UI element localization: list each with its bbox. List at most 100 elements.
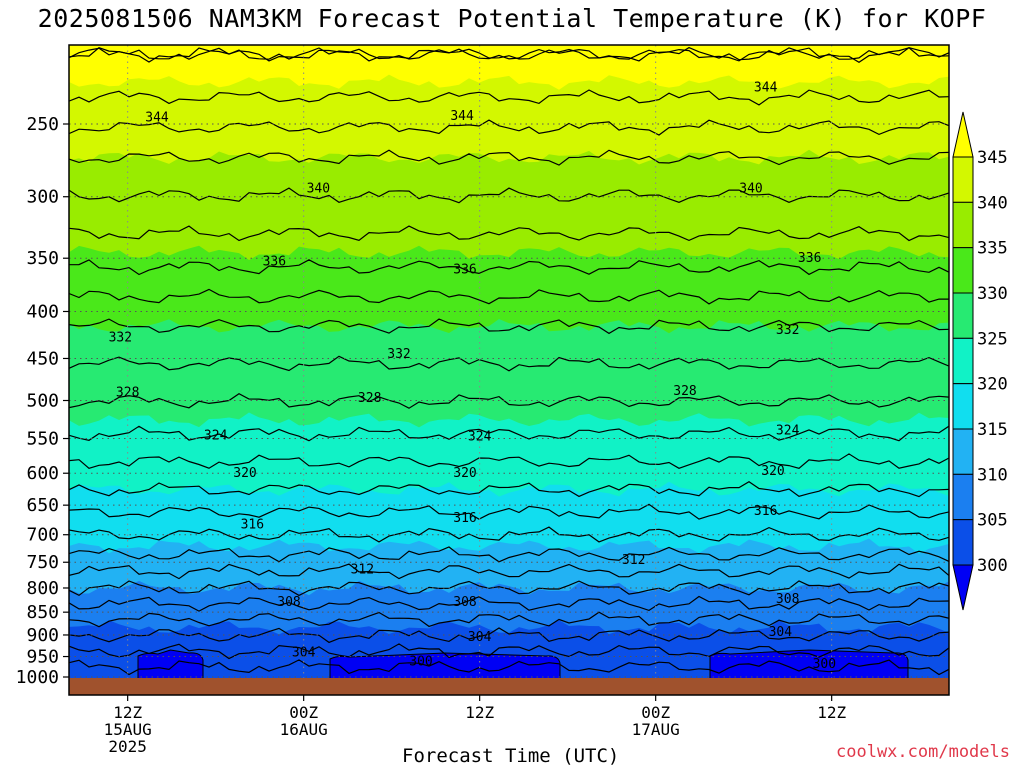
contour-328 (69, 355, 949, 372)
colorbar-box (952, 383, 974, 430)
y-tick-label: 750 (26, 552, 59, 573)
contour-label: 344 (145, 111, 169, 126)
chart-title: 2025081506 NAM3KM Forecast Potential Tem… (37, 4, 987, 33)
contour-312 (69, 563, 949, 580)
y-tick-label: 800 (26, 578, 59, 599)
theta-contour-lines (69, 46, 949, 676)
contour-308 (69, 595, 949, 612)
colorbar-label: 340 (977, 193, 1008, 213)
contour-344 (69, 89, 949, 106)
colorbar-label: 305 (977, 511, 1008, 531)
colorbar-top-arrow (952, 111, 974, 158)
contour-302 (69, 643, 949, 660)
contour-336 (69, 225, 949, 242)
contour-label: 344 (450, 109, 474, 124)
colorbar-label: 325 (977, 329, 1008, 349)
contour-label: 308 (453, 595, 476, 610)
contour-330 (69, 318, 949, 335)
contour-334 (69, 259, 949, 276)
contour-label: 308 (776, 592, 799, 607)
colorbar-bottom-arrow (952, 564, 974, 611)
contour-326 (69, 393, 949, 409)
contour-324 (69, 425, 949, 442)
contour-320 (69, 480, 949, 498)
contour-label: 308 (277, 595, 300, 610)
x-tick-label: 2025 (108, 737, 147, 756)
x-tick-label: 00Z (641, 703, 670, 722)
contour-label: 320 (761, 464, 784, 479)
contour-label: 324 (204, 429, 228, 444)
y-tick-label: 550 (26, 429, 59, 450)
y-tick-label: 700 (26, 525, 59, 546)
contour-340 (69, 149, 949, 166)
contour-label: 316 (453, 511, 476, 526)
y-tick-label: 850 (26, 602, 59, 623)
contour-labels: 344 344 344 340 340 336 336 336 332 332 332 328 328 3… (109, 80, 836, 672)
x-tick-label: 15AUG (104, 720, 152, 739)
plot-frame (68, 44, 950, 696)
contour-label: 328 (116, 385, 139, 400)
colorbar-box (952, 201, 974, 249)
y-tick-label: 300 (26, 187, 59, 208)
x-tick-label: 12Z (465, 703, 494, 722)
colorbar-box (952, 292, 974, 339)
colorbar-label: 345 (977, 148, 1008, 168)
y-tick-label: 900 (26, 625, 59, 646)
contour-318 (69, 503, 949, 520)
site-credit[interactable]: coolwx.com/models (836, 742, 1010, 762)
contour-label: 304 (468, 630, 492, 645)
contour-label: 324 (776, 423, 800, 438)
y-tick-label: 600 (26, 463, 59, 484)
contour-300 (69, 659, 949, 676)
x-tick-label: 12Z (113, 703, 142, 722)
contour-label: 344 (754, 80, 778, 95)
colorbar-label: 300 (977, 556, 1008, 576)
contour-label: 336 (798, 251, 821, 266)
contour-label: 312 (622, 553, 645, 568)
x-tick-label: 17AUG (632, 720, 680, 739)
y-tick-label: 500 (26, 391, 59, 412)
contour-label: 336 (453, 262, 476, 277)
contour-346 (69, 46, 949, 64)
contour-306 (69, 611, 949, 628)
y-tick-label: 250 (26, 114, 59, 135)
y-tick-label: 350 (26, 248, 59, 269)
x-tick-label: 00Z (289, 703, 318, 722)
contour-316 (69, 526, 949, 543)
y-tick-label: 650 (26, 495, 59, 516)
contour-label: 332 (387, 347, 410, 362)
contour-338 (69, 187, 949, 204)
contour-342 (69, 119, 949, 136)
y-tick-label: 450 (26, 348, 59, 369)
theta-fill-bands (69, 45, 949, 695)
contour-label: 336 (263, 255, 286, 270)
contour-label: 328 (673, 384, 696, 399)
contour-label: 316 (241, 517, 264, 532)
contour-322 (69, 453, 949, 469)
colorbar-label: 335 (977, 239, 1008, 259)
y-tick-label: 1000 (16, 667, 59, 688)
surface-ground (69, 678, 949, 695)
contour-label: 332 (776, 323, 799, 338)
contour-label: 340 (307, 182, 330, 197)
colorbar-box (952, 519, 974, 566)
contour-label: 304 (769, 625, 793, 640)
colorbar-box (952, 428, 974, 475)
contour-label: 300 (813, 657, 836, 672)
colorbar: 345 340 335 330 325 320 315 310 305 300 (952, 111, 1008, 611)
colorbar-box (952, 247, 974, 294)
x-axis-label: Forecast Time (UTC) (402, 745, 620, 767)
x-tick-label: 12Z (817, 703, 846, 722)
colorbar-label: 330 (977, 284, 1008, 304)
colorbar-label: 310 (977, 465, 1008, 485)
contour-348 (69, 47, 949, 63)
contour-304 (69, 627, 949, 644)
contour-label: 304 (292, 645, 316, 660)
contour-label: 328 (358, 391, 381, 406)
y-tick-label: 400 (26, 301, 59, 322)
contour-label: 320 (453, 466, 476, 481)
x-tick-label: 16AUG (280, 720, 328, 739)
